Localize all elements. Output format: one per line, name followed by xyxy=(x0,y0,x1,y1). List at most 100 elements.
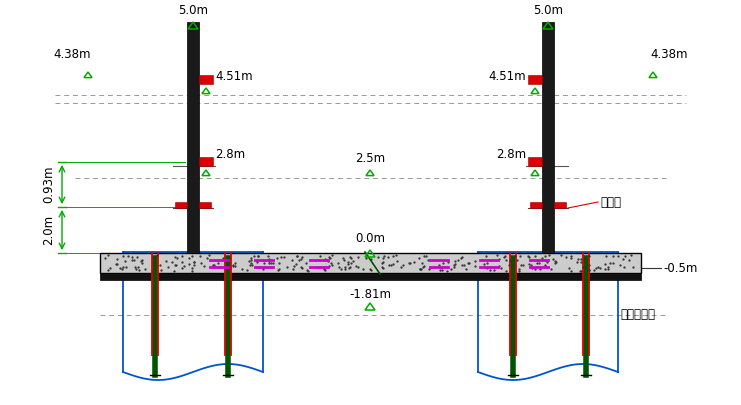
Point xyxy=(133,267,145,273)
Point xyxy=(273,266,285,272)
Point xyxy=(577,263,589,270)
Point xyxy=(460,265,472,272)
Point xyxy=(335,266,347,272)
Point xyxy=(227,262,239,268)
Point xyxy=(416,260,428,266)
Point xyxy=(462,260,474,266)
Point xyxy=(287,266,299,272)
Point xyxy=(212,260,224,266)
Point xyxy=(139,266,150,272)
Point xyxy=(536,254,548,261)
Point xyxy=(449,261,461,267)
Point xyxy=(321,256,333,263)
Point xyxy=(208,262,220,269)
Point xyxy=(343,264,355,271)
Point xyxy=(288,263,300,270)
Bar xyxy=(199,157,213,166)
Point xyxy=(154,262,166,268)
Point xyxy=(565,253,577,260)
Point xyxy=(314,253,326,260)
Point xyxy=(594,264,606,271)
Point xyxy=(342,260,354,267)
Point xyxy=(353,254,365,260)
Point xyxy=(433,267,445,274)
Point xyxy=(555,252,567,258)
Point xyxy=(345,254,356,260)
Point xyxy=(120,263,132,270)
Point xyxy=(167,259,179,266)
Point xyxy=(135,258,147,264)
Point xyxy=(339,257,350,263)
Point xyxy=(376,259,388,266)
Point xyxy=(245,260,257,266)
Point xyxy=(126,254,138,260)
Text: 5.0m: 5.0m xyxy=(533,4,563,17)
Point xyxy=(325,259,337,266)
Text: 4.38m: 4.38m xyxy=(53,47,90,60)
Point xyxy=(352,263,364,270)
Point xyxy=(522,260,534,267)
Point xyxy=(170,262,182,268)
Point xyxy=(495,264,507,271)
Point xyxy=(469,262,481,269)
Bar xyxy=(528,157,542,166)
Point xyxy=(456,254,468,260)
Point xyxy=(243,258,255,264)
Point xyxy=(422,256,434,263)
Text: 4.51m: 4.51m xyxy=(488,70,526,83)
Point xyxy=(499,267,511,274)
Point xyxy=(160,257,172,264)
Point xyxy=(504,258,516,264)
Point xyxy=(365,266,377,273)
Point xyxy=(378,265,390,272)
Point xyxy=(257,266,269,272)
Point xyxy=(345,255,356,262)
Point xyxy=(513,267,525,274)
Point xyxy=(582,267,594,273)
Point xyxy=(286,257,298,264)
Point xyxy=(385,262,397,269)
Point xyxy=(117,253,129,260)
Point xyxy=(511,257,523,263)
Point xyxy=(357,266,369,273)
Point xyxy=(563,264,575,271)
Point xyxy=(322,258,334,264)
Point xyxy=(102,252,113,258)
Point xyxy=(246,262,258,268)
Point xyxy=(258,260,270,266)
Point xyxy=(147,253,159,260)
Point xyxy=(186,253,198,260)
Point xyxy=(388,253,399,260)
Point xyxy=(550,258,562,264)
Point xyxy=(281,264,293,271)
Point xyxy=(162,264,174,270)
Point xyxy=(199,262,210,269)
Point xyxy=(414,266,426,273)
Point xyxy=(325,255,336,261)
Point xyxy=(265,260,277,266)
Point xyxy=(571,259,583,266)
Text: 0.0m: 0.0m xyxy=(355,232,385,245)
Point xyxy=(433,262,445,268)
Point xyxy=(132,263,144,270)
Point xyxy=(104,264,116,271)
Point xyxy=(201,254,213,261)
Point xyxy=(114,264,126,271)
Point xyxy=(248,253,260,259)
Point xyxy=(618,264,630,271)
Point xyxy=(588,266,599,273)
Point xyxy=(539,262,551,268)
Point xyxy=(136,259,148,266)
Point xyxy=(147,268,159,274)
Point xyxy=(296,254,308,260)
Point xyxy=(605,260,617,267)
Point xyxy=(551,259,562,266)
Point xyxy=(377,259,389,266)
Point xyxy=(295,264,307,271)
Bar xyxy=(175,202,187,208)
Text: 2.5m: 2.5m xyxy=(355,153,385,166)
Text: 4.51m: 4.51m xyxy=(215,70,253,83)
Text: -1.81m: -1.81m xyxy=(349,288,391,301)
Point xyxy=(413,255,425,261)
Point xyxy=(111,261,123,268)
